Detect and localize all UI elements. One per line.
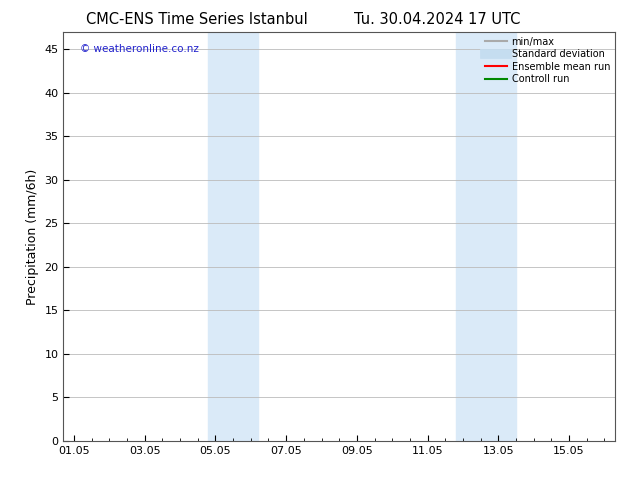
- Legend: min/max, Standard deviation, Ensemble mean run, Controll run: min/max, Standard deviation, Ensemble me…: [486, 37, 610, 84]
- Bar: [209, 32, 258, 441]
- Text: Tu. 30.04.2024 17 UTC: Tu. 30.04.2024 17 UTC: [354, 12, 521, 27]
- Bar: [456, 32, 516, 441]
- Text: CMC-ENS Time Series Istanbul: CMC-ENS Time Series Istanbul: [86, 12, 307, 27]
- Text: © weatheronline.co.nz: © weatheronline.co.nz: [80, 44, 199, 54]
- Y-axis label: Precipitation (mm/6h): Precipitation (mm/6h): [26, 168, 39, 305]
